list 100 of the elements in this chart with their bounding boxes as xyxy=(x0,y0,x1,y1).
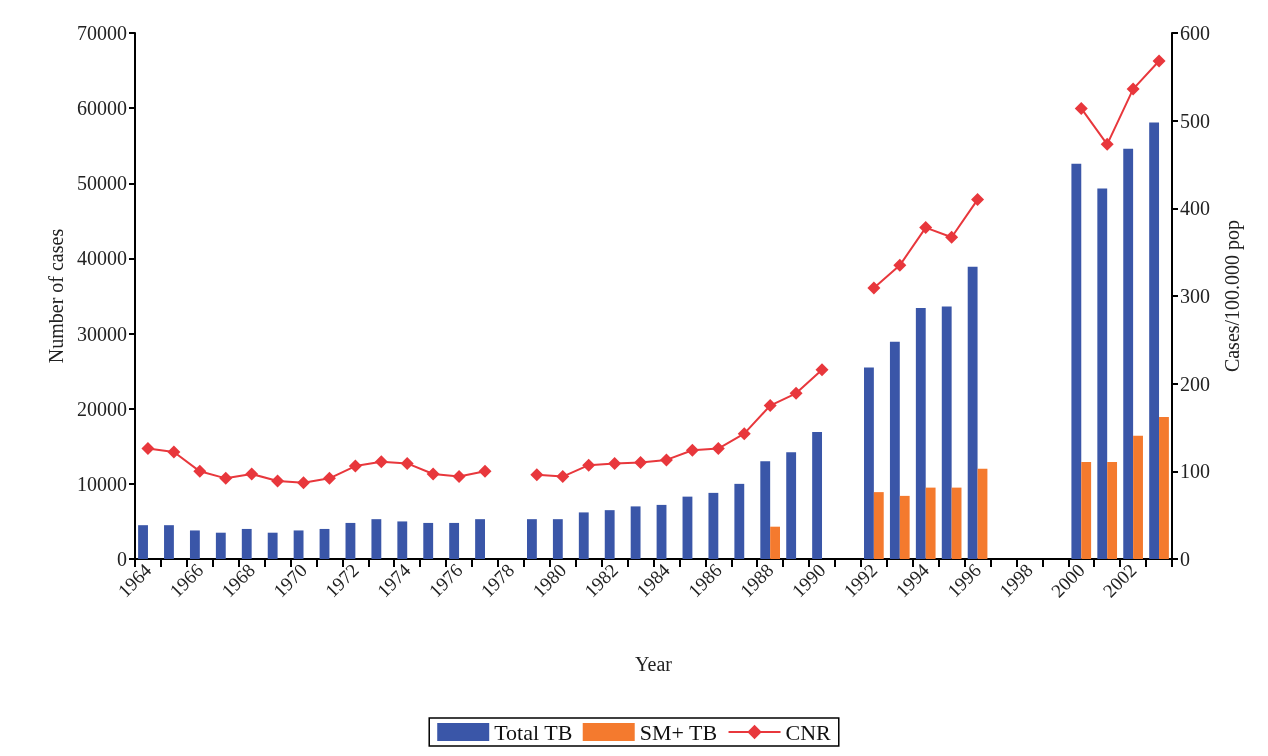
point xyxy=(556,470,570,484)
y2-axis-title: Cases/100.000 pop xyxy=(1221,219,1244,373)
bar xyxy=(578,512,589,559)
x-tick-label: 1980 xyxy=(528,559,571,602)
bar xyxy=(345,522,356,559)
x-axis-title: Year xyxy=(635,653,673,675)
point xyxy=(167,445,181,459)
point xyxy=(815,363,829,377)
bar xyxy=(319,528,330,559)
bar xyxy=(899,495,910,559)
bar xyxy=(423,522,434,559)
point xyxy=(452,470,466,484)
bar xyxy=(1149,122,1160,559)
point xyxy=(374,455,388,469)
point xyxy=(971,193,985,207)
point xyxy=(608,456,622,470)
point xyxy=(245,467,259,481)
y2-tick-label: 200 xyxy=(1180,372,1210,395)
y2-tick-label: 300 xyxy=(1180,285,1210,307)
bar xyxy=(682,496,693,559)
bar xyxy=(1159,416,1169,559)
point xyxy=(141,442,155,456)
bar xyxy=(526,519,537,559)
y2-tick-label: 100 xyxy=(1180,460,1210,483)
x-tick-label: 1990 xyxy=(787,559,830,602)
point xyxy=(400,456,414,470)
y-tick-label: 60000 xyxy=(77,97,127,120)
bar xyxy=(189,530,200,559)
bar xyxy=(925,487,936,559)
y-tick-label: 0 xyxy=(117,548,127,570)
legend-label: CNR xyxy=(785,719,832,745)
bar xyxy=(293,530,304,559)
bar xyxy=(915,308,926,559)
point xyxy=(322,471,336,485)
x-tick-label: 1992 xyxy=(839,559,882,602)
bar xyxy=(397,521,408,559)
bar xyxy=(164,525,174,559)
point xyxy=(789,386,803,400)
point xyxy=(711,442,725,456)
y-axis-title: Number of cases xyxy=(45,228,68,364)
point xyxy=(867,281,881,295)
point xyxy=(426,467,440,481)
bar xyxy=(371,519,382,559)
point xyxy=(919,221,933,235)
point xyxy=(348,459,362,473)
bar xyxy=(941,306,952,559)
y2-tick-label: 600 xyxy=(1180,22,1210,44)
point xyxy=(1074,101,1088,115)
bar xyxy=(889,341,900,559)
bar xyxy=(267,532,278,559)
bar xyxy=(630,506,641,559)
point xyxy=(193,464,207,478)
point xyxy=(478,464,492,478)
bar xyxy=(1081,462,1092,559)
bar xyxy=(241,528,252,559)
bar xyxy=(770,526,781,559)
point xyxy=(530,468,544,482)
y-tick-label: 30000 xyxy=(77,322,127,345)
bar xyxy=(760,461,771,559)
y-tick-label: 70000 xyxy=(77,22,127,44)
bar xyxy=(656,504,667,559)
point xyxy=(1152,54,1166,68)
point xyxy=(763,399,777,413)
bar xyxy=(734,483,745,559)
bar xyxy=(864,367,874,559)
legend-label: SM+ TB xyxy=(639,719,718,745)
point xyxy=(1100,137,1114,151)
bar xyxy=(873,492,884,559)
bar xyxy=(786,452,797,559)
point xyxy=(737,427,751,441)
bar xyxy=(138,525,148,559)
bar xyxy=(812,432,823,559)
point xyxy=(271,474,285,488)
x-tick-label: 1982 xyxy=(580,559,623,602)
bar xyxy=(1097,188,1108,559)
bar xyxy=(552,519,563,559)
point xyxy=(1126,82,1140,96)
y2-tick-label: 400 xyxy=(1180,197,1210,220)
point xyxy=(685,443,699,457)
point xyxy=(582,458,596,472)
point xyxy=(659,453,673,467)
bar xyxy=(475,519,485,559)
bar xyxy=(1071,163,1082,559)
point xyxy=(297,476,311,490)
y-tick-label: 40000 xyxy=(77,247,127,270)
bar xyxy=(951,487,962,559)
bar xyxy=(604,510,615,559)
bar xyxy=(977,468,988,559)
bar xyxy=(967,266,978,559)
bar xyxy=(1107,462,1118,559)
point xyxy=(634,456,648,470)
x-tick-label: 1970 xyxy=(269,559,311,602)
bar xyxy=(215,532,226,559)
y-tick-label: 10000 xyxy=(77,472,127,495)
bar xyxy=(449,522,460,559)
bar xyxy=(1133,435,1143,559)
point xyxy=(945,230,959,244)
x-tick-label: 1972 xyxy=(321,559,363,602)
bar xyxy=(1123,148,1134,559)
y-tick-label: 20000 xyxy=(77,397,127,420)
